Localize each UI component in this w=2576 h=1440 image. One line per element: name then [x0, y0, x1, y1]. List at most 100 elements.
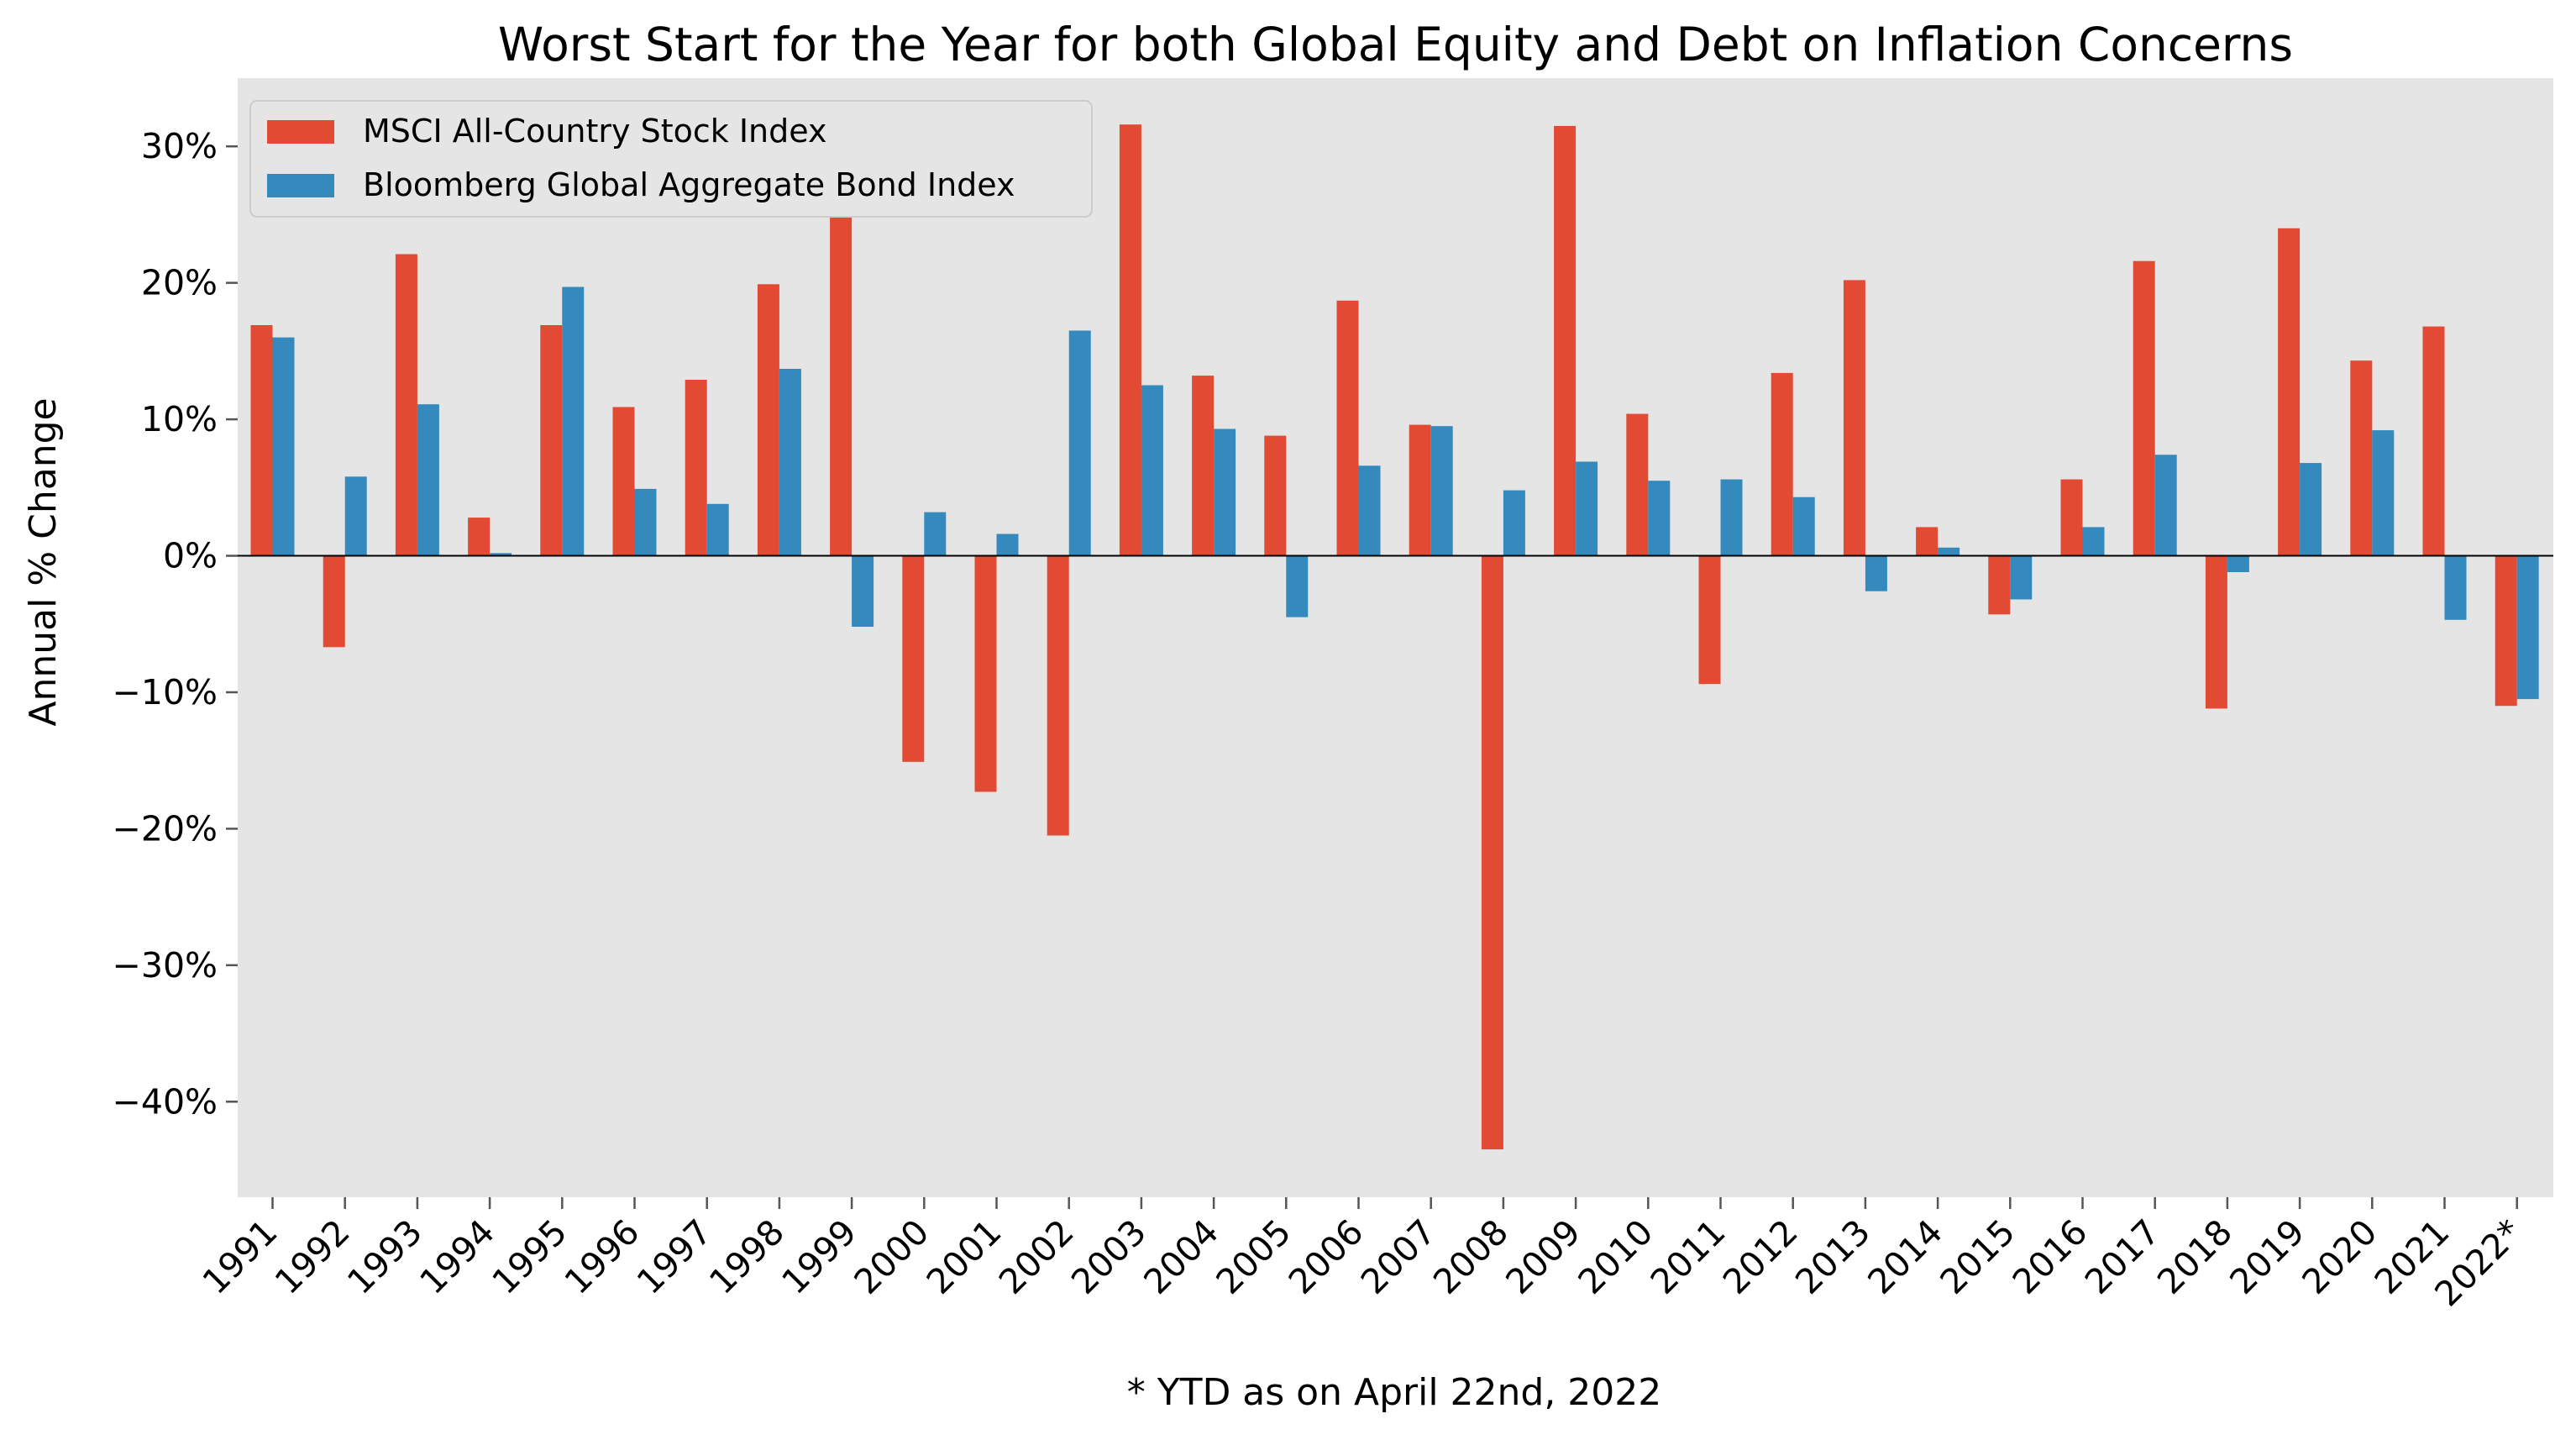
bar-msci-2002 — [1047, 555, 1069, 836]
x-tick-label: 1998 — [701, 1211, 792, 1302]
bar-msci-2001 — [974, 555, 997, 792]
bar-msci-2009 — [1554, 125, 1577, 556]
bar-bloomberg-2002 — [1068, 330, 1091, 556]
bar-bloomberg-1992 — [344, 476, 367, 556]
x-tick-label: 1999 — [774, 1211, 864, 1302]
bar-msci-2015 — [1988, 555, 2011, 615]
y-tick-label: 10% — [141, 399, 218, 439]
bars-layer — [250, 124, 2539, 1150]
bar-msci-2000 — [902, 555, 925, 762]
x-axis-ticks: 1991199219931994199519961997199819992000… — [195, 1197, 2530, 1314]
bar-bloomberg-2003 — [1141, 385, 1163, 556]
y-tick-label: 0% — [163, 536, 218, 576]
x-tick-label: 2000 — [847, 1211, 937, 1302]
bar-bloomberg-2020 — [2372, 430, 2395, 556]
y-axis-label: Annual % Change — [22, 397, 65, 726]
bar-msci-2007 — [1409, 424, 1431, 556]
legend-swatch-msci — [267, 120, 334, 144]
bar-msci-1994 — [468, 518, 491, 556]
x-tick-label: 2019 — [2222, 1211, 2312, 1302]
bar-bloomberg-1998 — [779, 369, 801, 556]
bar-msci-1999 — [830, 214, 853, 556]
bar-bloomberg-2009 — [1576, 461, 1598, 556]
bar-msci-2016 — [2060, 479, 2083, 556]
bar-msci-1991 — [250, 325, 273, 556]
x-tick-label: 2020 — [2295, 1211, 2385, 1302]
bar-bloomberg-2000 — [924, 512, 947, 556]
x-tick-label: 1994 — [412, 1211, 502, 1302]
bar-msci-2021 — [2422, 326, 2445, 556]
bar-msci-1996 — [612, 407, 635, 556]
legend-box — [249, 100, 1093, 218]
bar-bloomberg-2013 — [1865, 555, 1887, 591]
bar-bloomberg-2014 — [1938, 547, 1960, 556]
bar-msci-2018 — [2205, 555, 2227, 709]
x-tick-label: 1991 — [195, 1211, 286, 1302]
x-tick-label: 2012 — [1715, 1211, 1806, 1302]
bar-bloomberg-2012 — [1792, 497, 1815, 556]
x-tick-label: 2005 — [1209, 1211, 1299, 1302]
bar-msci-2012 — [1771, 372, 1793, 556]
x-tick-label: 2014 — [1860, 1211, 1950, 1302]
bar-bloomberg-1993 — [417, 404, 439, 556]
bar-bloomberg-1991 — [272, 337, 295, 556]
x-tick-label: 2004 — [1136, 1211, 1226, 1302]
plot-area — [238, 78, 2553, 1197]
y-tick-label: −10% — [113, 672, 218, 712]
x-tick-label: 1996 — [557, 1211, 648, 1302]
x-tick-label: 1997 — [629, 1211, 720, 1302]
bar-bloomberg-2004 — [1214, 428, 1236, 556]
bar-bloomberg-2011 — [1720, 479, 1743, 556]
y-tick-label: −30% — [113, 945, 218, 985]
legend-label-bloomberg: Bloomberg Global Aggregate Bond Index — [363, 166, 1015, 203]
x-tick-label: 2003 — [1063, 1211, 1154, 1302]
x-tick-label: 2008 — [1425, 1211, 1516, 1302]
y-tick-label: −40% — [113, 1081, 218, 1122]
bar-msci-2005 — [1264, 435, 1287, 556]
bar-msci-1993 — [395, 254, 417, 556]
bar-msci-2019 — [2278, 228, 2301, 556]
bar-bloomberg-1997 — [706, 503, 729, 556]
x-tick-label: 2017 — [2077, 1211, 2168, 1302]
x-tick-label: 2018 — [2149, 1211, 2240, 1302]
x-tick-label: 2006 — [1281, 1211, 1372, 1302]
bar-msci-2010 — [1626, 413, 1649, 556]
bar-bloomberg-2017 — [2154, 455, 2177, 556]
x-tick-label: 2007 — [1353, 1211, 1444, 1302]
bar-bloomberg-2006 — [1358, 465, 1381, 556]
bar-msci-2020 — [2350, 360, 2373, 556]
x-tick-label: 2015 — [1933, 1211, 2023, 1302]
x-tick-label: 2010 — [1571, 1211, 1661, 1302]
bar-bloomberg-2016 — [2082, 527, 2105, 556]
bar-bloomberg-1994 — [490, 553, 512, 556]
x-axis-label: * YTD as on April 22nd, 2022 — [1127, 1371, 1662, 1414]
bar-bloomberg-1996 — [634, 488, 657, 556]
bar-bloomberg-2019 — [2300, 463, 2322, 556]
bar-bloomberg-2005 — [1286, 555, 1309, 618]
bar-msci-2008 — [1481, 555, 1503, 1150]
bar-msci-1998 — [757, 284, 779, 556]
bar-msci-2022 — [2495, 555, 2517, 707]
bar-bloomberg-1999 — [852, 555, 874, 627]
bar-msci-2004 — [1192, 376, 1215, 556]
bar-msci-2013 — [1843, 280, 1865, 556]
bar-msci-1997 — [685, 380, 707, 556]
y-axis-ticks: 30% 20% 10% 0% −10% −20% −30% −40% — [113, 126, 238, 1122]
bar-msci-2017 — [2133, 260, 2155, 556]
x-tick-label: 2011 — [1643, 1211, 1734, 1302]
bar-bloomberg-2001 — [996, 533, 1019, 556]
x-tick-label: 2002 — [991, 1211, 1082, 1302]
x-tick-label: 2016 — [2005, 1211, 2096, 1302]
x-tick-label: 1995 — [485, 1211, 575, 1302]
bar-msci-1992 — [323, 555, 345, 648]
legend-label-msci: MSCI All-Country Stock Index — [363, 113, 826, 150]
bar-msci-2011 — [1698, 555, 1721, 685]
bar-bloomberg-2010 — [1648, 481, 1671, 556]
legend-swatch-bloomberg — [267, 174, 334, 197]
bar-bloomberg-2008 — [1503, 490, 1525, 556]
bar-msci-2003 — [1119, 124, 1141, 556]
x-tick-label: 1993 — [339, 1211, 430, 1302]
bar-msci-2006 — [1336, 300, 1359, 556]
